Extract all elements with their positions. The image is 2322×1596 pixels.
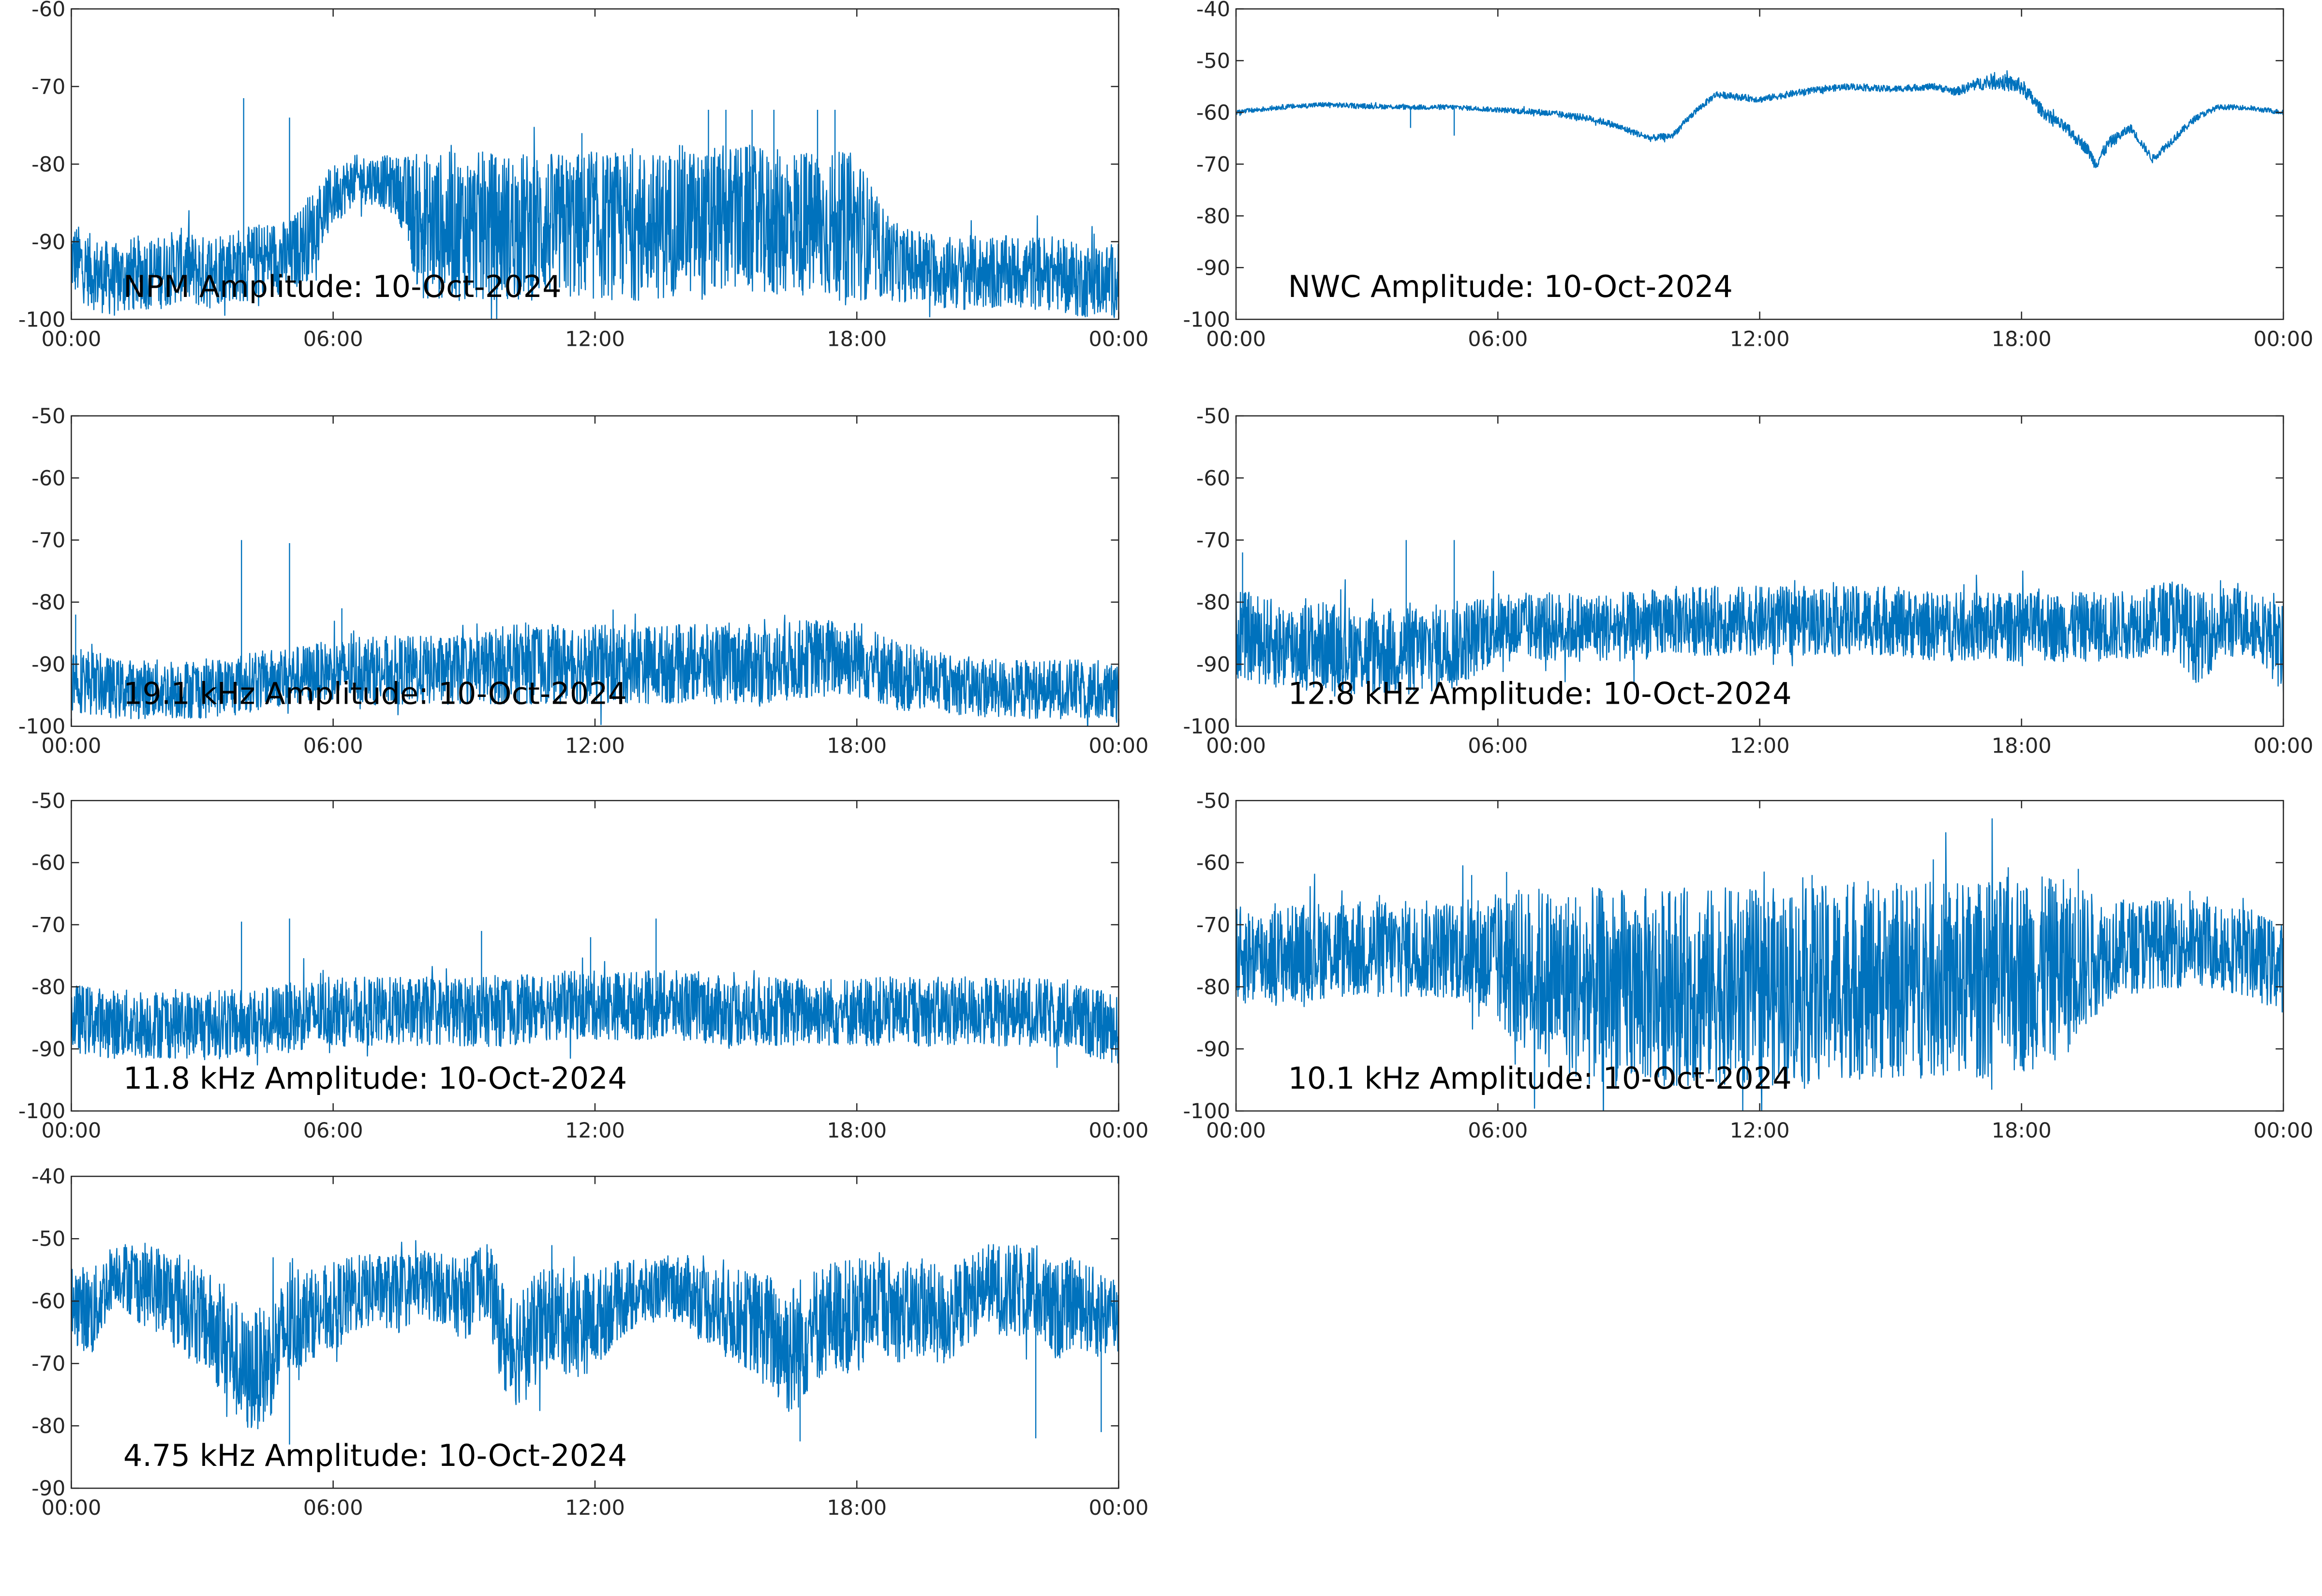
x-tick-label: 06:00 [1468,327,1528,351]
x-tick-label: 00:00 [2253,327,2313,351]
y-tick-label: -80 [31,1414,65,1438]
y-tick-label: -50 [1196,49,1230,73]
panel-title: NPM Amplitude: 10-Oct-2024 [123,269,562,304]
y-tick-label: -90 [31,230,65,254]
x-tick-label: 00:00 [2253,1119,2313,1143]
panel-title: NWC Amplitude: 10-Oct-2024 [1288,269,1733,304]
y-tick-label: -90 [1196,652,1230,677]
x-tick-label: 18:00 [827,327,887,351]
x-tick-label: 06:00 [303,734,363,758]
y-tick-label: -40 [31,1165,65,1189]
x-tick-label: 00:00 [1089,734,1149,758]
y-tick-label: -100 [1183,1099,1230,1123]
y-tick-label: -90 [1196,1037,1230,1062]
y-tick-label: -90 [31,652,65,677]
y-tick-label: -60 [1196,466,1230,490]
y-tick-label: -40 [1196,0,1230,21]
x-tick-label: 06:00 [303,1496,363,1520]
x-tick-label: 12:00 [565,1119,625,1143]
y-tick-label: -90 [31,1477,65,1501]
y-tick-label: -80 [1196,204,1230,228]
x-tick-label: 12:00 [565,327,625,351]
y-tick-label: -80 [31,591,65,615]
y-tick-label: -50 [31,404,65,429]
y-tick-label: -60 [31,851,65,875]
x-tick-label: 00:00 [41,327,101,351]
series-line [71,918,1119,1068]
y-tick-label: -90 [31,1037,65,1062]
y-tick-label: -60 [1196,101,1230,125]
x-tick-label: 00:00 [41,734,101,758]
x-tick-label: 00:00 [1089,327,1149,351]
x-tick-label: 00:00 [41,1119,101,1143]
y-tick-label: -70 [31,529,65,553]
x-tick-label: 18:00 [827,1119,887,1143]
y-tick-label: -70 [31,1352,65,1376]
x-tick-label: 00:00 [1089,1119,1149,1143]
y-tick-label: -100 [1183,308,1230,332]
x-tick-label: 18:00 [1992,327,2052,351]
x-tick-label: 06:00 [1468,734,1528,758]
y-tick-label: -90 [1196,256,1230,280]
x-tick-label: 18:00 [1992,734,2052,758]
x-tick-label: 00:00 [1206,1119,1266,1143]
x-tick-label: 18:00 [827,1496,887,1520]
series-line [71,1240,1119,1445]
panel-title: 19.1 kHz Amplitude: 10-Oct-2024 [123,676,627,711]
y-tick-label: -60 [31,466,65,490]
x-tick-label: 06:00 [303,327,363,351]
x-tick-label: 06:00 [303,1119,363,1143]
y-tick-label: -80 [1196,591,1230,615]
series-line [1236,818,2284,1111]
y-tick-label: -100 [18,308,66,332]
y-tick-label: -70 [1196,913,1230,937]
x-tick-label: 00:00 [2253,734,2313,758]
x-tick-label: 06:00 [1468,1119,1528,1143]
y-tick-label: -70 [31,913,65,937]
x-tick-label: 12:00 [565,734,625,758]
x-tick-label: 12:00 [1730,327,1790,351]
y-tick-label: -80 [31,152,65,177]
y-tick-label: -50 [31,789,65,813]
y-tick-label: -100 [18,1099,66,1123]
y-tick-label: -100 [18,715,66,739]
x-tick-label: 18:00 [827,734,887,758]
x-tick-label: 00:00 [1206,734,1266,758]
y-tick-label: -60 [31,1289,65,1314]
y-tick-label: -50 [1196,404,1230,429]
series-line [1236,70,2284,168]
x-tick-label: 00:00 [1089,1496,1149,1520]
y-tick-label: -50 [31,1227,65,1251]
y-tick-label: -60 [31,0,65,21]
y-tick-label: -70 [1196,152,1230,177]
series-line [1236,540,2284,697]
x-tick-label: 12:00 [1730,734,1790,758]
x-tick-label: 12:00 [565,1496,625,1520]
series-line [71,98,1119,320]
series-line [71,540,1119,726]
panel-title: 4.75 kHz Amplitude: 10-Oct-2024 [123,1438,627,1473]
y-tick-label: -70 [1196,529,1230,553]
x-tick-label: 00:00 [41,1496,101,1520]
y-tick-label: -80 [31,975,65,999]
x-tick-label: 18:00 [1992,1119,2052,1143]
x-tick-label: 00:00 [1206,327,1266,351]
panel-title: 11.8 kHz Amplitude: 10-Oct-2024 [123,1061,627,1096]
panel-title: 12.8 kHz Amplitude: 10-Oct-2024 [1288,676,1792,711]
panel-title: 10.1 kHz Amplitude: 10-Oct-2024 [1288,1061,1792,1096]
y-tick-label: -80 [1196,975,1230,999]
y-tick-label: -60 [1196,851,1230,875]
x-tick-label: 12:00 [1730,1119,1790,1143]
y-tick-label: -50 [1196,789,1230,813]
y-tick-label: -70 [31,75,65,99]
y-tick-label: -100 [1183,715,1230,739]
